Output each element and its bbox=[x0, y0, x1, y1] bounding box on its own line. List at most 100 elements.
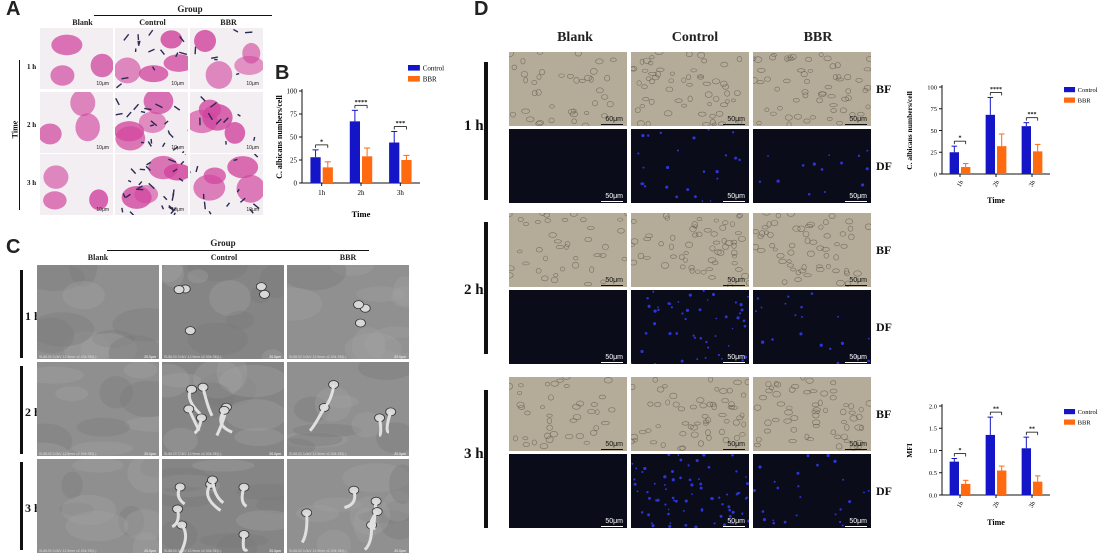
bf-cell bbox=[660, 262, 670, 269]
panel-c-tile-r3-c2: SU8100 3.0kV 12.9mm x2.00k SE(L) 20.0μm bbox=[162, 459, 284, 553]
df-spot bbox=[687, 464, 690, 467]
bf-cell bbox=[740, 392, 747, 398]
bf-cell bbox=[660, 442, 666, 448]
y-tick-label: 0.0 bbox=[929, 492, 937, 499]
panel-d-channel-df: DF bbox=[876, 159, 892, 173]
panel-d-tile-2-bf-c3: 50μm bbox=[753, 213, 871, 287]
panel-a-time-rule bbox=[19, 60, 20, 210]
bf-cell bbox=[685, 241, 693, 248]
y-tick-label: 50 bbox=[931, 128, 938, 135]
texture-blob bbox=[349, 496, 391, 536]
bf-cell bbox=[509, 382, 513, 390]
panel-d-scale-label: 50μm bbox=[849, 116, 867, 123]
bf-cell bbox=[756, 80, 765, 85]
panel-c-scale-label: 20.0μm bbox=[394, 452, 406, 456]
df-spot bbox=[862, 196, 865, 199]
hyphae-mark bbox=[178, 177, 184, 182]
df-spot bbox=[653, 322, 657, 326]
hyphae-mark bbox=[137, 40, 141, 47]
texture-blob bbox=[55, 386, 89, 402]
significance-label: **** bbox=[990, 87, 1002, 93]
bf-cell bbox=[805, 56, 813, 62]
bf-cell bbox=[772, 417, 780, 423]
df-spot bbox=[653, 309, 657, 313]
bf-cell bbox=[598, 394, 607, 400]
texture-blob bbox=[219, 364, 284, 398]
bf-cell bbox=[772, 391, 781, 398]
panel-a-tile-r2-c2: 10μm bbox=[115, 92, 188, 153]
df-spot bbox=[839, 508, 842, 511]
df-spot bbox=[636, 490, 639, 493]
panel-d-tile-3-bf-c3: 50μm bbox=[753, 377, 871, 451]
texture-blob bbox=[287, 287, 323, 321]
bf-cell bbox=[705, 416, 711, 424]
hyphae-mark bbox=[236, 188, 240, 193]
bf-cell bbox=[836, 279, 845, 287]
df-spot bbox=[693, 336, 697, 339]
bf-cell bbox=[786, 263, 794, 268]
bf-cell bbox=[843, 439, 850, 443]
bf-cell bbox=[823, 407, 828, 413]
bf-cell bbox=[830, 429, 837, 435]
panel-d-bottom-bar-chart: 0.0 0.5 1.0 1.5 2.0 1h * 2h ** 3h ** Time MFI Control… bbox=[905, 403, 1098, 527]
hyphae-mark bbox=[164, 120, 169, 125]
df-spot bbox=[702, 170, 706, 173]
hypha bbox=[369, 510, 379, 531]
texture-blob bbox=[378, 500, 409, 540]
bf-cell bbox=[734, 231, 742, 236]
bf-cell bbox=[576, 400, 585, 407]
bf-cell bbox=[631, 259, 638, 266]
df-spot bbox=[641, 470, 644, 474]
df-spot bbox=[826, 454, 830, 458]
df-spot bbox=[640, 511, 644, 514]
df-spot bbox=[866, 149, 869, 152]
hyphae-mark bbox=[126, 111, 132, 118]
bf-cell bbox=[536, 74, 542, 80]
bf-cell bbox=[735, 267, 743, 272]
df-spot bbox=[795, 514, 798, 517]
bf-cell bbox=[809, 239, 818, 245]
panel-c-sem-caption: SU8100 3.0kV 12.9mm x2.00k SE(L) bbox=[164, 452, 222, 456]
df-spot bbox=[724, 315, 728, 319]
df-spot bbox=[867, 489, 870, 492]
texture-blob bbox=[344, 332, 402, 359]
panel-d-channel-df: DF bbox=[876, 320, 892, 334]
bf-cell bbox=[587, 409, 596, 415]
bf-cell bbox=[804, 237, 811, 245]
texture-blob bbox=[127, 459, 159, 494]
hyphae-mark bbox=[195, 165, 199, 173]
panel-d-tile-3-df-c1: 50μm bbox=[509, 454, 627, 528]
panel-d-scale-label: 50μm bbox=[849, 518, 867, 525]
panel-a-scale-label: 10μm bbox=[171, 81, 184, 87]
df-spot bbox=[742, 319, 746, 323]
texture-blob bbox=[259, 265, 284, 299]
bf-cell bbox=[699, 402, 707, 409]
bf-cell bbox=[803, 118, 811, 124]
df-spot bbox=[863, 491, 865, 494]
hyphae-mark bbox=[127, 179, 132, 183]
bf-cell bbox=[806, 437, 814, 442]
y-tick-label: 1.0 bbox=[929, 448, 937, 455]
bf-cell bbox=[764, 419, 772, 427]
bar-bbr-1h bbox=[322, 167, 333, 183]
bf-cell bbox=[697, 440, 704, 447]
df-spot bbox=[784, 302, 787, 305]
df-spot bbox=[684, 523, 688, 527]
bf-cell bbox=[648, 71, 657, 76]
panel-d-tile-1-df-c2: 50μm bbox=[631, 129, 749, 203]
texture-blob bbox=[92, 329, 135, 348]
panel-d-scale-label: 50μm bbox=[727, 193, 745, 200]
panel-c-tile-art bbox=[37, 362, 159, 456]
x-tick-label: 2h bbox=[992, 179, 1002, 189]
bf-cell bbox=[809, 389, 818, 393]
bf-cell bbox=[702, 81, 711, 86]
bf-cell bbox=[649, 55, 655, 60]
bf-cell bbox=[714, 386, 720, 392]
df-spot bbox=[706, 299, 709, 301]
panel-a-tile-art bbox=[40, 92, 100, 145]
df-spot bbox=[653, 482, 656, 485]
cell-shape bbox=[89, 189, 109, 211]
panel-d-scale-label: 50μm bbox=[605, 518, 623, 525]
hyphae-mark bbox=[148, 182, 155, 190]
y-tick-label: 0 bbox=[294, 179, 298, 187]
